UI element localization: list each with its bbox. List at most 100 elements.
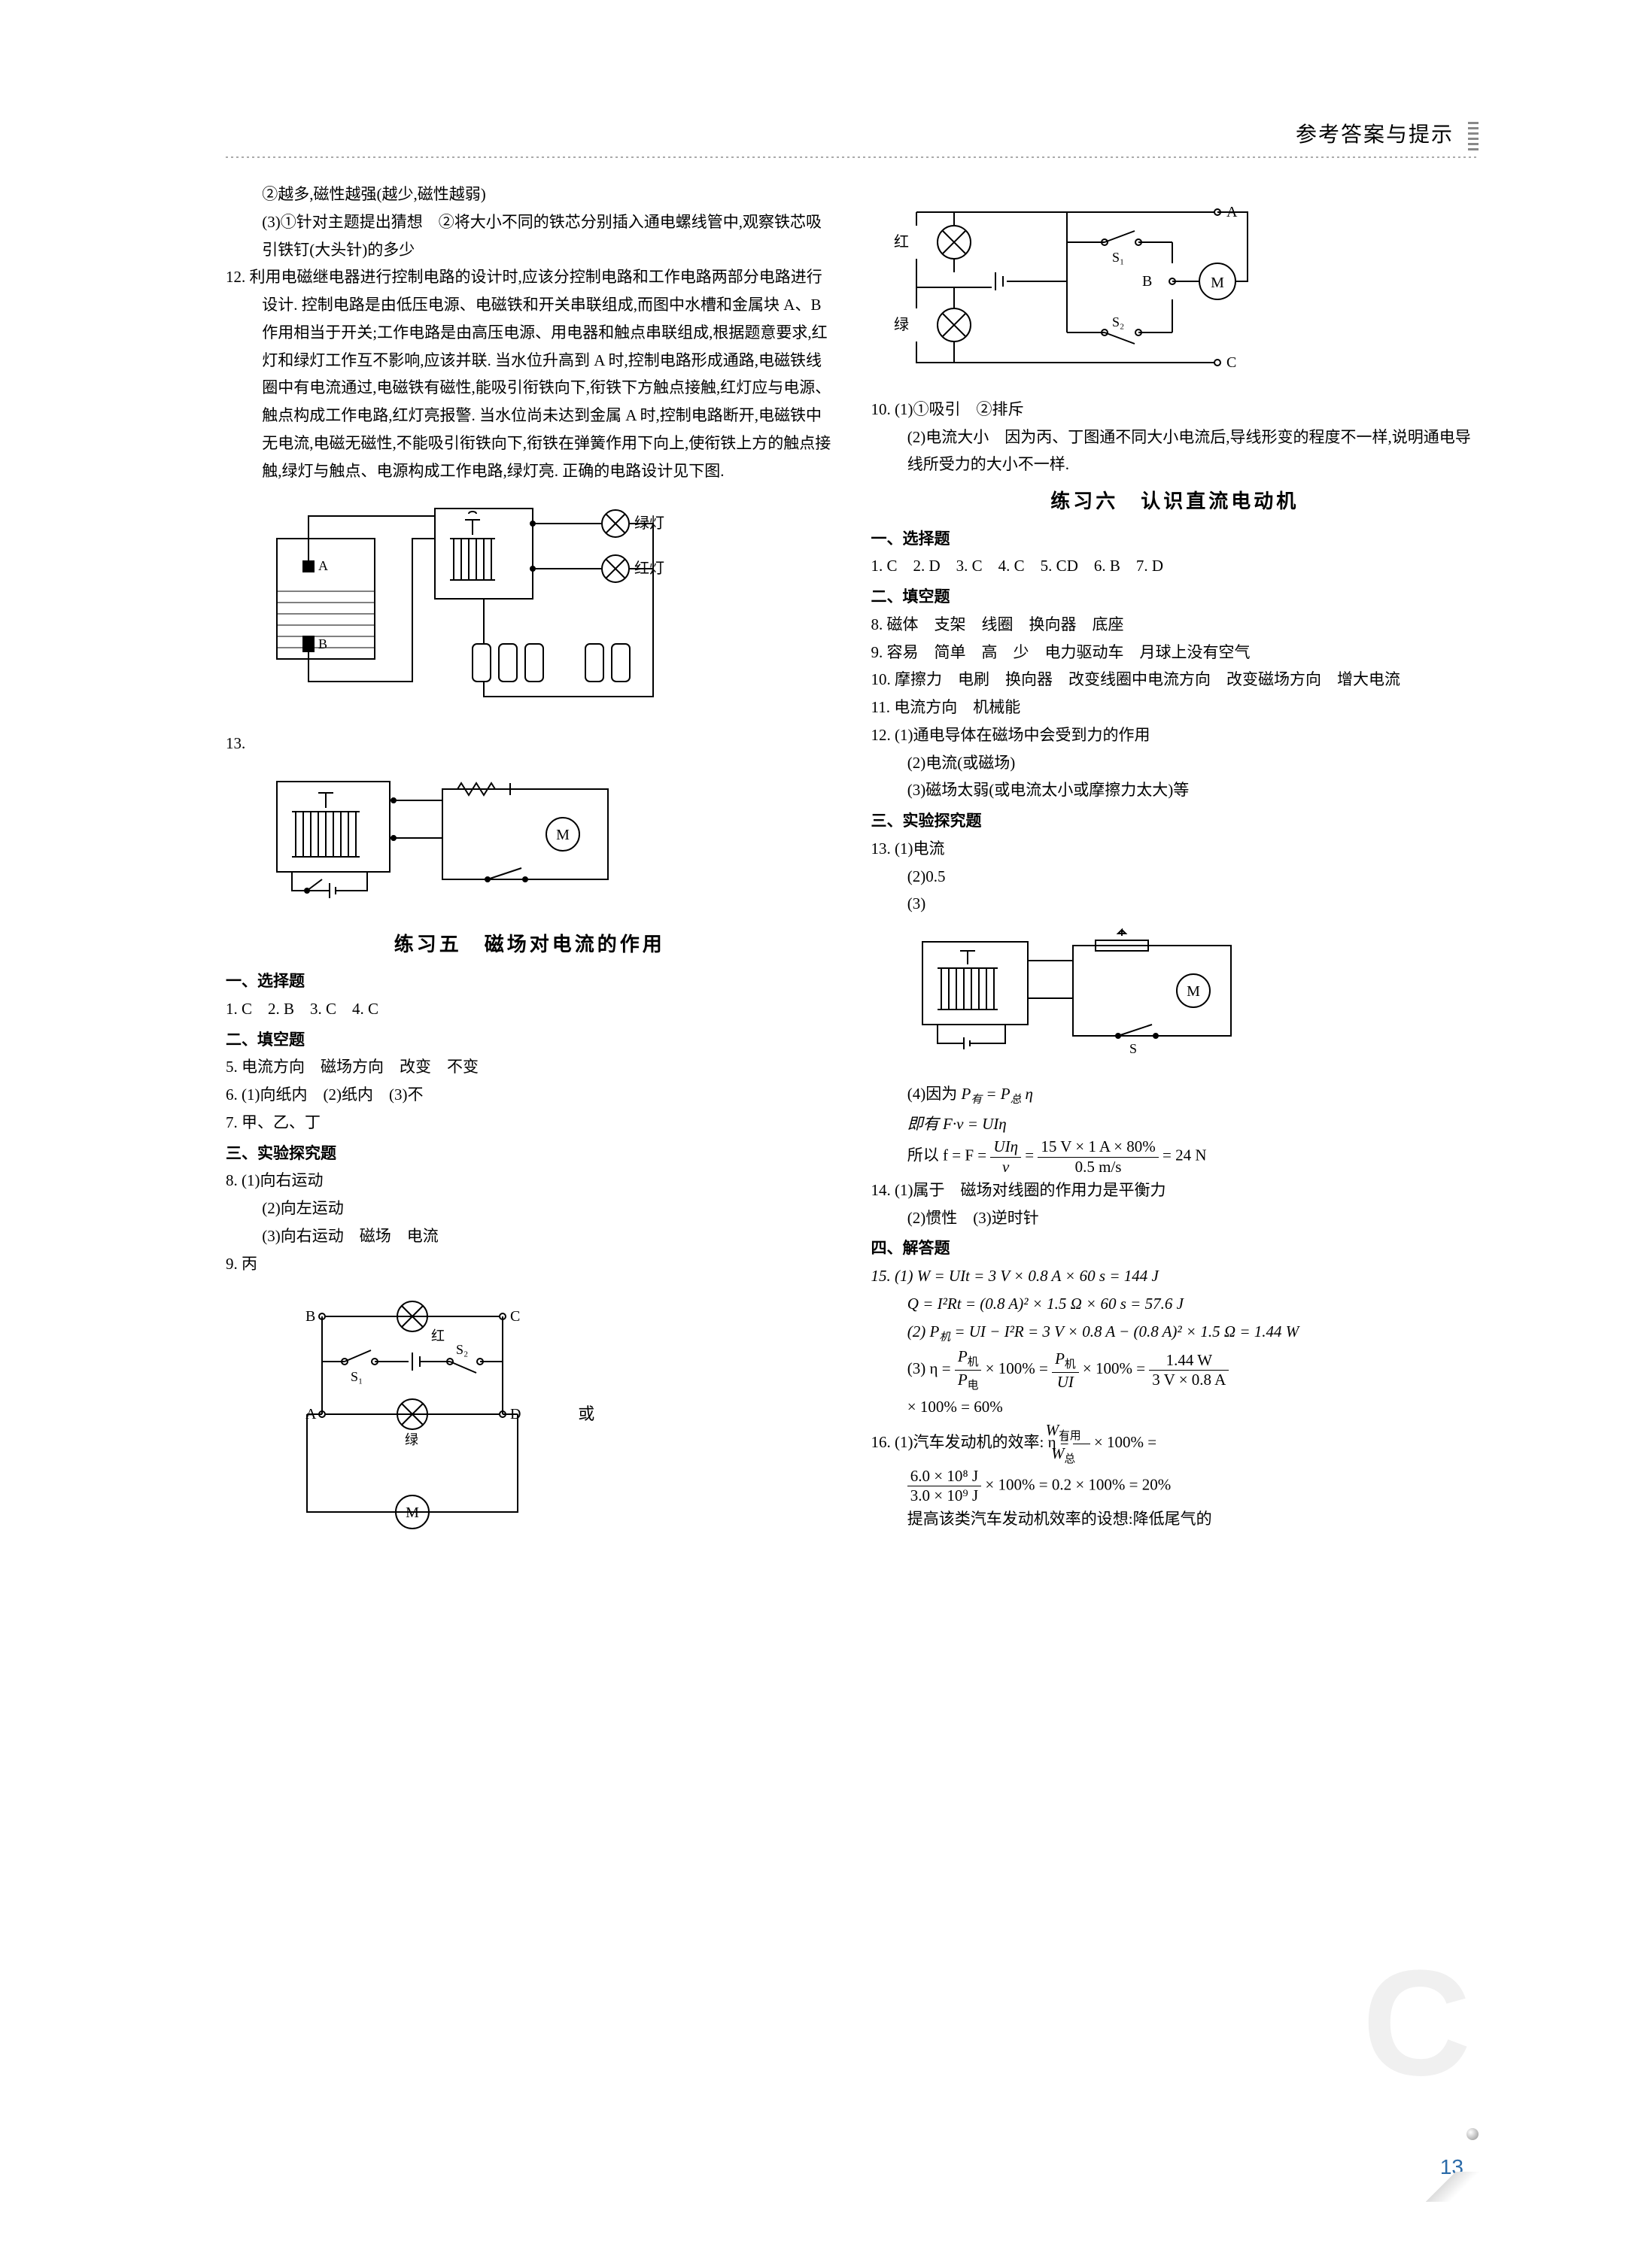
- ex6-13f: 所以 f = F = UIηv = 15 V × 1 A × 80%0.5 m/…: [871, 1137, 1479, 1176]
- text: 6.0 × 10⁸ J: [907, 1467, 981, 1486]
- subhead-exp: 三、实验探究题: [226, 1140, 834, 1167]
- ex6-8: 8. 磁体 支架 线圈 换向器 底座: [871, 611, 1479, 639]
- text: 1.44 W: [1149, 1351, 1229, 1371]
- page-curl-decoration: [1396, 2172, 1486, 2202]
- svg-text:S₂: S₂: [1112, 314, 1124, 329]
- svg-text:C: C: [510, 1308, 520, 1325]
- svg-text:S₁: S₁: [351, 1369, 363, 1384]
- exercise-6-title: 练习六 认识直流电动机: [871, 484, 1479, 519]
- text: v: [990, 1158, 1021, 1177]
- header-decoration: [1468, 122, 1479, 152]
- text: W: [1051, 1444, 1065, 1462]
- diagram-12: A B: [262, 493, 833, 721]
- text: 有用: [1059, 1430, 1080, 1442]
- answer-12: 12. 利用电磁继电器进行控制电路的设计时,应该分控制电路和工作电路两部分电路进…: [226, 263, 834, 484]
- diagram-9: B C 红 S₁ S₂: [262, 1286, 833, 1542]
- ex5-8c: (3)向右运动 磁场 电流: [226, 1222, 834, 1250]
- svg-text:B: B: [318, 636, 327, 651]
- ex6-choice: 1. C 2. D 3. C 4. C 5. CD 6. B 7. D: [871, 552, 1479, 580]
- text: 机: [968, 1357, 979, 1369]
- ex6-14: 14. (1)属于 磁场对线圈的作用力是平衡力: [871, 1177, 1479, 1204]
- ex6-10: 10. 摩擦力 电刷 换向器 改变线圈中电流方向 改变磁场方向 增大电流: [871, 666, 1479, 694]
- left-column: ②越多,磁性越强(越少,磁性越弱) (3)①针对主题提出猜想 ②将大小不同的铁芯…: [226, 181, 834, 1551]
- svg-text:B: B: [1142, 273, 1152, 290]
- ex6-13d: (4)因为 P有 = P总 η: [871, 1080, 1479, 1110]
- svg-text:A: A: [318, 558, 328, 573]
- text: × 100% =: [986, 1360, 1052, 1378]
- text: 机: [1065, 1359, 1076, 1371]
- text: 机: [939, 1331, 950, 1343]
- watermark: C: [1363, 1892, 1471, 2155]
- text-line: ②越多,磁性越强(越少,磁性越弱): [226, 181, 834, 208]
- text: UI: [1052, 1373, 1079, 1392]
- ex5-8: 8. (1)向右运动: [226, 1167, 834, 1195]
- content-columns: ②越多,磁性越强(越少,磁性越弱) (3)①针对主题提出猜想 ②将大小不同的铁芯…: [226, 181, 1479, 1551]
- answer-13: 13.: [226, 730, 834, 758]
- page-dot-decoration: [1466, 2128, 1479, 2140]
- ex6-15d-end: × 100% = 60%: [871, 1393, 1479, 1421]
- ex5-8b: (2)向左运动: [226, 1195, 834, 1222]
- q10-2: (2)电流大小 因为丙、丁图通不同大小电流后,导线形变的程度不一样,说明通电导线…: [871, 424, 1479, 479]
- text: =: [1025, 1146, 1038, 1164]
- svg-text:绿: 绿: [405, 1432, 418, 1447]
- ex6-15c: (2) P机 = UI − I²R = 3 V × 0.8 A − (0.8 A…: [871, 1318, 1479, 1348]
- text: 16. (1)汽车发动机的效率: η =: [871, 1433, 1073, 1451]
- or-label: 或: [578, 1400, 594, 1429]
- ex6-11: 11. 电流方向 机械能: [871, 694, 1479, 721]
- diagram-13: M: [262, 767, 833, 918]
- text: 有: [971, 1094, 982, 1106]
- text: (4)因为: [907, 1085, 962, 1103]
- subhead-ans: 四、解答题: [871, 1234, 1479, 1262]
- ex5-6: 6. (1)向纸内 (2)纸内 (3)不: [226, 1081, 834, 1109]
- text: P: [958, 1371, 968, 1389]
- text: 0.5 m/s: [1038, 1158, 1158, 1177]
- text: (2) P: [907, 1322, 940, 1340]
- svg-text:红: 红: [431, 1328, 445, 1343]
- ex6-15b: Q = I²Rt = (0.8 A)² × 1.5 Ω × 60 s = 57.…: [871, 1290, 1479, 1318]
- svg-text:M: M: [406, 1504, 419, 1521]
- text: = 24 N: [1162, 1146, 1207, 1164]
- text: 3 V × 0.8 A: [1149, 1371, 1229, 1389]
- ex6-12c: (3)磁场太弱(或电流太小或摩擦力太大)等: [871, 776, 1479, 804]
- page-header: 参考答案与提示: [1296, 117, 1479, 153]
- subhead-fill: 二、填空题: [871, 583, 1479, 611]
- ex5-5: 5. 电流方向 磁场方向 改变 不变: [226, 1053, 834, 1081]
- text: 3.0 × 10⁹ J: [907, 1486, 981, 1505]
- text: 总: [1065, 1453, 1076, 1465]
- svg-text:S₁: S₁: [1112, 250, 1124, 265]
- text: × 100% =: [1083, 1360, 1149, 1378]
- ex6-9: 9. 容易 简单 高 少 电力驱动车 月球上没有空气: [871, 639, 1479, 666]
- svg-text:S: S: [1129, 1041, 1137, 1056]
- diagram-9b: A 红 绿: [871, 190, 1479, 387]
- text: 总: [1011, 1094, 1022, 1106]
- text: P: [962, 1085, 971, 1103]
- text: P: [958, 1347, 968, 1365]
- svg-text:M: M: [556, 827, 570, 843]
- ex6-16-end: 提高该类汽车发动机效率的设想:降低尾气的: [871, 1505, 1479, 1533]
- text: = UI − I²R = 3 V × 0.8 A − (0.8 A)² × 1.…: [950, 1322, 1299, 1340]
- right-column: A 红 绿: [871, 181, 1479, 1551]
- ex6-13: 13. (1)电流: [871, 835, 1479, 863]
- text: (3) η =: [907, 1360, 955, 1378]
- header-text: 参考答案与提示: [1296, 123, 1454, 147]
- text: × 100% =: [1094, 1433, 1156, 1451]
- svg-text:红: 红: [894, 233, 909, 250]
- text: η: [1021, 1085, 1033, 1103]
- subhead-fill: 二、填空题: [226, 1026, 834, 1054]
- svg-text:M: M: [1187, 983, 1200, 1000]
- svg-text:B: B: [305, 1308, 315, 1325]
- subhead-exp: 三、实验探究题: [871, 807, 1479, 835]
- text-line: (3)①针对主题提出猜想 ②将大小不同的铁芯分别插入通电螺线管中,观察铁芯吸引铁…: [226, 208, 834, 264]
- ex6-15d: (3) η = P机P电 × 100% = P机UI × 100% = 1.44…: [871, 1347, 1479, 1393]
- svg-text:M: M: [1211, 275, 1224, 291]
- subhead-choice: 一、选择题: [226, 967, 834, 995]
- diagram-13-3: M S: [907, 927, 1479, 1071]
- text: 15 V × 1 A × 80%: [1038, 1137, 1158, 1157]
- text: 电: [968, 1380, 979, 1392]
- text: W: [1046, 1421, 1059, 1439]
- ex6-14b: (2)惯性 (3)逆时针: [871, 1204, 1479, 1232]
- svg-text:S₂: S₂: [456, 1342, 468, 1357]
- subhead-choice: 一、选择题: [871, 525, 1479, 553]
- ex6-16-line2: 6.0 × 10⁸ J3.0 × 10⁹ J × 100% = 0.2 × 10…: [871, 1467, 1479, 1505]
- ex5-9: 9. 丙: [226, 1250, 834, 1278]
